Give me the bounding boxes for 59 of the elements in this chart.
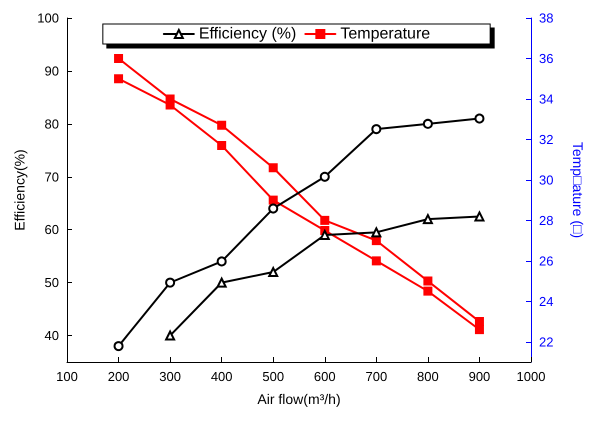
point	[216, 278, 227, 288]
point	[371, 227, 382, 238]
point	[114, 54, 124, 63]
point	[474, 211, 484, 222]
x-axis-title: Air flow(m³/h)	[257, 391, 341, 407]
y-tick-label: 40	[44, 328, 59, 344]
x-tick-label: 300	[159, 369, 181, 384]
point	[474, 317, 484, 326]
y2-tick-label: 24	[539, 294, 554, 309]
y2-tick-label: 28	[539, 212, 554, 228]
x-tick-label: 900	[468, 369, 490, 384]
point	[268, 204, 278, 214]
point	[422, 214, 433, 224]
y2-tick-label: 34	[539, 91, 554, 106]
legend-label: Efficiency (%)	[198, 26, 296, 42]
x-tick-label: 500	[262, 369, 284, 384]
point	[166, 100, 175, 110]
x-tick-label: 100	[56, 369, 78, 384]
point	[320, 172, 330, 182]
point	[320, 230, 330, 240]
point	[371, 124, 382, 134]
point	[268, 163, 278, 172]
y-tick-label: 90	[44, 63, 59, 78]
x-tick-label: 1000	[516, 369, 546, 384]
y-axis-title: Efficiency(%)	[11, 149, 28, 231]
y2-tick-label: 22	[539, 334, 554, 350]
point	[165, 278, 176, 288]
y2-tick-label: 38	[539, 10, 554, 26]
point	[423, 276, 432, 286]
x-tick-label: 400	[210, 369, 233, 384]
point	[114, 341, 124, 352]
point	[474, 114, 484, 124]
y-tick-label: 60	[44, 222, 59, 238]
x-tick-label: 700	[365, 369, 388, 384]
point	[165, 330, 176, 341]
y2-tick-label: 36	[539, 50, 554, 66]
y-tick-label: 70	[44, 169, 59, 184]
point	[216, 256, 227, 266]
y-tick-label: 80	[44, 116, 59, 132]
x-tick-label: 600	[314, 369, 336, 384]
y2-tick-label: 32	[539, 132, 554, 147]
point	[268, 267, 278, 278]
point	[114, 74, 124, 84]
point	[217, 120, 226, 130]
x-tick-label: 800	[417, 369, 439, 384]
y2-axis-title: Temp□ature (□)	[570, 142, 586, 238]
x-tick-label: 200	[108, 369, 130, 384]
y2-tick-label: 26	[539, 253, 554, 268]
point	[422, 118, 433, 129]
point	[217, 140, 226, 150]
y-tick-label: 50	[44, 275, 59, 290]
point	[474, 325, 484, 334]
y-tick-label: 100	[37, 10, 59, 26]
point	[372, 256, 381, 266]
y2-tick-label: 30	[539, 172, 554, 188]
point	[320, 216, 330, 225]
legend-label: Temperature	[340, 26, 430, 42]
point	[268, 196, 278, 205]
point	[423, 286, 432, 296]
